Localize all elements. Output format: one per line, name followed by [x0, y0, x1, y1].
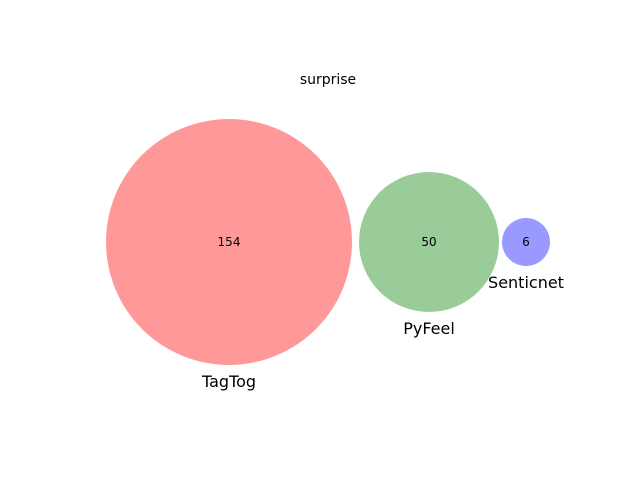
count-label-pyfeel: 50	[421, 235, 436, 249]
venn-circle-tagtog	[106, 119, 352, 365]
set-label-pyfeel: PyFeel	[403, 319, 455, 338]
venn-circle-pyfeel	[359, 172, 499, 312]
count-label-tagtog: 154	[218, 235, 241, 249]
set-label-senticnet: Senticnet	[488, 273, 564, 292]
set-label-tagtog: TagTog	[201, 372, 256, 391]
chart-title: surprise	[300, 72, 356, 88]
count-label-senticnet: 6	[522, 235, 530, 249]
venn-circle-senticnet	[502, 218, 550, 266]
